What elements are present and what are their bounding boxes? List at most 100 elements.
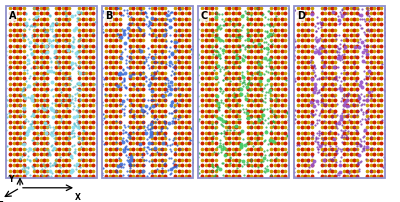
Point [163,78,170,81]
Point [332,38,339,41]
Point [220,79,227,82]
Point [102,12,108,15]
Point [336,19,342,23]
Point [314,142,321,145]
Point [242,143,248,146]
Point [354,174,360,178]
Point [176,148,183,151]
Point [330,95,337,98]
Point [145,124,151,127]
Point [360,99,367,103]
Point [382,58,388,61]
Point [258,134,265,137]
Point [382,126,388,129]
Point [75,57,82,61]
Point [42,122,48,125]
Point [272,141,278,144]
Point [66,94,72,97]
Point [118,37,125,40]
Point [263,90,270,94]
Point [312,75,318,78]
Point [231,96,238,100]
Point [334,58,341,61]
Point [195,81,201,84]
Point [362,61,368,64]
Point [28,99,35,102]
Point [292,80,298,83]
Point [314,78,320,82]
Point [137,73,143,76]
Point [190,88,196,91]
Point [41,129,47,132]
Point [322,144,328,147]
Point [138,9,144,13]
Point [212,168,219,171]
Point [121,108,128,111]
Point [313,41,320,44]
Point [268,130,274,133]
Point [320,149,326,153]
Point [219,92,226,95]
Point [382,8,388,12]
Point [142,11,148,14]
Point [240,163,247,166]
Point [339,148,346,151]
Point [316,112,323,115]
Point [312,41,319,44]
Point [258,65,264,68]
Point [47,70,54,73]
Point [314,141,321,144]
Point [262,57,268,60]
Point [362,129,368,132]
Point [49,22,55,25]
Point [291,59,297,62]
Point [223,149,230,152]
Point [344,105,350,108]
Point [234,113,240,116]
Point [169,84,176,87]
Point [368,45,375,48]
Point [221,24,227,27]
Point [125,136,131,139]
Point [218,123,224,126]
Point [131,164,137,167]
Point [265,117,271,120]
Point [28,53,35,57]
Point [128,158,134,161]
Point [120,100,126,103]
Point [74,115,80,118]
Point [27,159,33,162]
Point [269,44,275,47]
Point [172,64,178,67]
Point [358,109,364,112]
Point [315,150,321,153]
Point [239,104,246,107]
Point [241,173,247,177]
Point [29,25,35,28]
Point [364,12,371,15]
Point [64,77,70,81]
Point [219,161,226,164]
Point [44,106,50,109]
Point [25,38,32,41]
Point [77,72,83,75]
Point [361,32,367,35]
Point [236,118,243,121]
Point [189,53,196,56]
Point [121,84,127,87]
Point [30,114,36,117]
Point [231,52,238,55]
Point [356,138,363,141]
Point [216,104,222,107]
Point [121,31,127,35]
Point [332,76,339,80]
Point [126,75,133,79]
Point [74,119,80,122]
Point [346,148,352,151]
Point [40,80,47,83]
Point [327,145,334,148]
Point [23,173,30,176]
Text: Y: Y [8,175,13,184]
Point [70,134,77,138]
Point [20,112,26,116]
